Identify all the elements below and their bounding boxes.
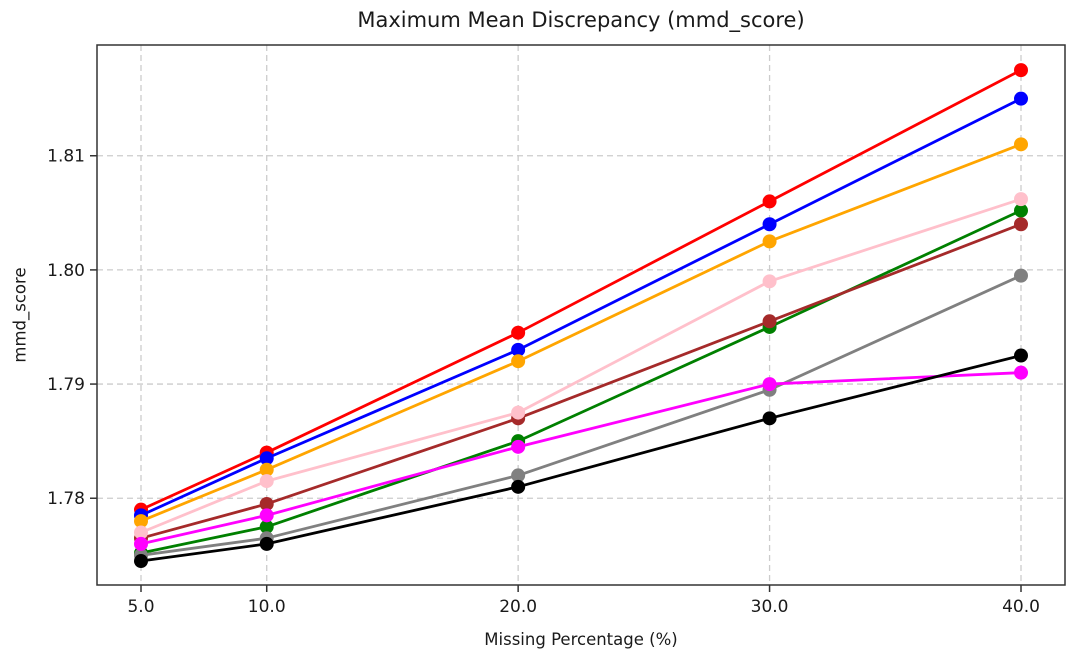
orange-series-line xyxy=(139,142,1023,523)
black-series-marker xyxy=(1014,348,1028,363)
red-series-marker xyxy=(1014,63,1028,78)
magenta-series-marker xyxy=(511,439,526,454)
brown-series-marker xyxy=(1014,217,1028,232)
magenta-series-marker xyxy=(762,377,777,392)
chart-title: Maximum Mean Discrepancy (mmd_score) xyxy=(357,8,805,32)
blue-series-marker xyxy=(1014,91,1028,106)
pink-series-marker xyxy=(259,474,274,489)
orange-series-marker xyxy=(762,234,777,249)
black-series-marker xyxy=(762,411,777,426)
black-series-marker xyxy=(511,479,526,494)
magenta-series-marker xyxy=(259,508,274,523)
plot-border xyxy=(96,44,1066,586)
magenta-series-marker xyxy=(134,536,148,551)
y-tick-label: 1.80 xyxy=(47,261,85,281)
black-series-marker xyxy=(259,536,274,551)
x-tick-label: 20.0 xyxy=(499,597,537,617)
pink-series-marker xyxy=(511,405,526,420)
orange-series-marker xyxy=(1014,137,1028,152)
magenta-series-marker xyxy=(1014,365,1028,380)
y-tick-label: 1.79 xyxy=(47,375,85,395)
brown-series-marker xyxy=(259,496,274,511)
black-series-marker xyxy=(134,554,148,569)
red-series-line xyxy=(139,68,1023,512)
pink-series-marker xyxy=(134,525,148,540)
gray-series-marker xyxy=(1014,268,1028,283)
x-axis-label: Missing Percentage (%) xyxy=(484,630,678,649)
x-tick-label: 5.0 xyxy=(127,597,154,617)
orange-series-marker xyxy=(511,354,526,369)
pink-series-marker xyxy=(1014,192,1028,207)
x-tick-label: 40.0 xyxy=(1002,597,1040,617)
blue-series-marker xyxy=(762,217,777,232)
orange-series-marker xyxy=(259,462,274,477)
red-series-marker xyxy=(511,325,526,340)
green-series-marker xyxy=(1014,203,1028,218)
pink-series-marker xyxy=(762,274,777,289)
blue-series-marker xyxy=(511,342,526,357)
red-series-marker xyxy=(762,194,777,209)
blue-series-marker xyxy=(259,451,274,466)
brown-series-marker xyxy=(762,314,777,329)
orange-series-marker xyxy=(134,514,148,529)
green-series-marker xyxy=(259,519,274,534)
y-tick-label: 1.78 xyxy=(47,489,85,509)
x-tick-label: 10.0 xyxy=(248,597,286,617)
y-tick-label: 1.81 xyxy=(47,147,85,167)
x-tick-label: 30.0 xyxy=(751,597,789,617)
gray-series-marker xyxy=(511,468,526,483)
